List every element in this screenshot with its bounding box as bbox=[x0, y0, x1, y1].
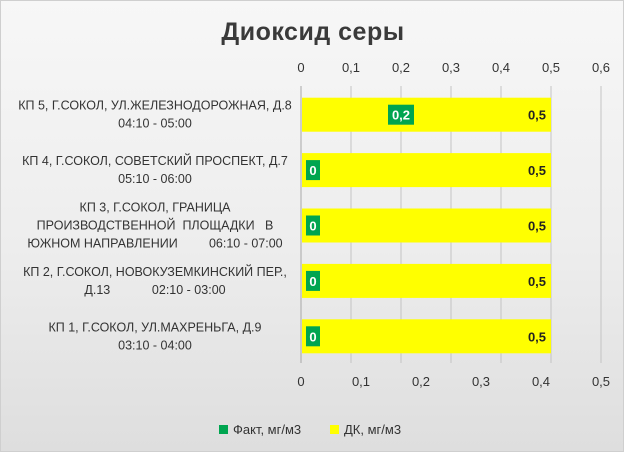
top-tick-label: 0,6 bbox=[592, 60, 610, 75]
legend: Факт, мг/м3 ДК, мг/м3 bbox=[219, 422, 401, 437]
top-tick-label: 0,1 bbox=[342, 60, 360, 75]
primary-axis-ticks: 0 0,1 0,2 0,3 0,4 0,5 bbox=[297, 374, 610, 389]
data-label-dk: 0,5 bbox=[528, 163, 546, 178]
category-labels: КП 5, Г.СОКОЛ, УЛ.ЖЕЛЕЗНОДОРОЖНАЯ, Д.8 04… bbox=[18, 99, 292, 353]
top-tick-label: 0,3 bbox=[442, 60, 460, 75]
category-label: КП 2, Г.СОКОЛ, НОВОКУЗЕМКИНСКИЙ ПЕР., bbox=[23, 264, 287, 279]
data-label-fact: 0 bbox=[309, 329, 316, 344]
top-tick-label: 0,5 bbox=[542, 60, 560, 75]
category-label: ЮЖНОМ НАПРАВЛЕНИИ 06:10 - 07:00 bbox=[27, 237, 282, 251]
bottom-tick-label: 0 bbox=[297, 374, 304, 389]
top-tick-label: 0 bbox=[297, 60, 304, 75]
data-label-dk: 0,5 bbox=[528, 219, 546, 234]
data-label-fact: 0,2 bbox=[392, 108, 410, 123]
top-tick-label: 0,4 bbox=[492, 60, 510, 75]
category-label: 04:10 - 05:00 bbox=[118, 117, 192, 131]
category-label: 03:10 - 04:00 bbox=[118, 338, 192, 352]
category-label: КП 1, Г.СОКОЛ, УЛ.МАХРЕНЬГА, Д.9 bbox=[48, 320, 261, 334]
bottom-tick-label: 0,3 bbox=[472, 374, 490, 389]
bottom-tick-label: 0,4 bbox=[532, 374, 550, 389]
data-label-fact: 0 bbox=[309, 274, 316, 289]
bar-dk bbox=[302, 153, 551, 188]
secondary-axis-ticks: 0 0,1 0,2 0,3 0,4 0,5 0,6 bbox=[297, 60, 610, 75]
legend-swatch-fact bbox=[219, 425, 228, 434]
data-label-fact-box bbox=[306, 160, 320, 181]
bars bbox=[302, 97, 551, 354]
data-label-dk: 0,5 bbox=[528, 108, 546, 123]
data-labels: 0,5 0,2 0,5 0 0,5 0 0,5 0 0,5 0 bbox=[306, 104, 546, 347]
bottom-tick-label: 0,2 bbox=[412, 374, 430, 389]
category-label: КП 5, Г.СОКОЛ, УЛ.ЖЕЛЕЗНОДОРОЖНАЯ, Д.8 bbox=[18, 99, 292, 113]
top-tick-label: 0,2 bbox=[392, 60, 410, 75]
bar-dk bbox=[302, 208, 551, 243]
data-label-dk: 0,5 bbox=[528, 329, 546, 344]
bottom-tick-label: 0,5 bbox=[592, 374, 610, 389]
legend-label-fact: Факт, мг/м3 bbox=[233, 422, 301, 437]
chart-title: Диоксид серы bbox=[221, 18, 404, 46]
data-label-fact-box bbox=[388, 104, 414, 125]
legend-label-dk: ДК, мг/м3 bbox=[344, 422, 401, 437]
category-label: КП 3, Г.СОКОЛ, ГРАНИЦА bbox=[80, 201, 232, 215]
data-label-fact: 0 bbox=[309, 163, 316, 178]
bottom-tick-label: 0,1 bbox=[352, 374, 370, 389]
data-label-fact: 0 bbox=[309, 219, 316, 234]
data-label-dk: 0,5 bbox=[528, 274, 546, 289]
category-label: ПРОИЗВОДСТВЕННОЙ ПЛОЩАДКИ В bbox=[37, 218, 274, 233]
bar-dk bbox=[302, 263, 551, 298]
category-label: Д.13 02:10 - 03:00 bbox=[84, 283, 225, 297]
bar-dk bbox=[302, 97, 551, 132]
data-label-fact-box bbox=[306, 270, 320, 291]
category-label: КП 4, Г.СОКОЛ, СОВЕТСКИЙ ПРОСПЕКТ, Д.7 bbox=[22, 153, 288, 168]
legend-swatch-dk bbox=[330, 425, 339, 434]
data-label-fact-box bbox=[306, 215, 320, 236]
category-label: 05:10 - 06:00 bbox=[118, 172, 192, 186]
data-label-fact-box bbox=[306, 326, 320, 347]
bar-dk bbox=[302, 319, 551, 354]
